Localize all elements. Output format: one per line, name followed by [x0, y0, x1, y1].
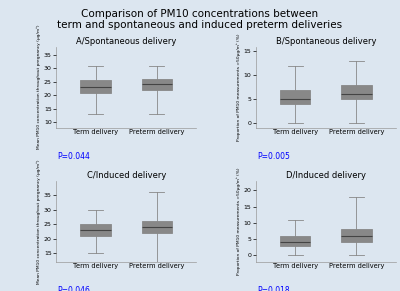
PathPatch shape [142, 79, 172, 90]
PathPatch shape [341, 229, 372, 242]
Text: P=0.018: P=0.018 [257, 286, 290, 291]
Text: P=0.005: P=0.005 [257, 152, 290, 161]
Text: P=0.046: P=0.046 [58, 286, 90, 291]
PathPatch shape [341, 85, 372, 99]
PathPatch shape [80, 80, 111, 93]
Y-axis label: Proportion of PM10 measurements >50µg/m³ (%): Proportion of PM10 measurements >50µg/m³… [236, 168, 241, 275]
Text: Comparison of PM10 concentrations between
term and spontaneous and induced prete: Comparison of PM10 concentrations betwee… [58, 9, 342, 30]
Y-axis label: Mean PM10 concentration throughout pregnancy (µg/m³): Mean PM10 concentration throughout pregn… [36, 159, 41, 283]
Title: D/Induced delivery: D/Induced delivery [286, 171, 366, 180]
Text: P=0.044: P=0.044 [58, 152, 90, 161]
PathPatch shape [142, 221, 172, 233]
PathPatch shape [80, 224, 111, 236]
Y-axis label: Proportion of PM10 measurements >50µg/m³ (%): Proportion of PM10 measurements >50µg/m³… [236, 33, 241, 141]
Title: A/Spontaneous delivery: A/Spontaneous delivery [76, 37, 176, 46]
PathPatch shape [280, 236, 310, 246]
Y-axis label: Mean PM10 concentration throughout pregnancy (µg/m³): Mean PM10 concentration throughout pregn… [36, 25, 41, 150]
Title: B/Spontaneous delivery: B/Spontaneous delivery [276, 37, 376, 46]
PathPatch shape [280, 90, 310, 104]
Title: C/Induced delivery: C/Induced delivery [86, 171, 166, 180]
